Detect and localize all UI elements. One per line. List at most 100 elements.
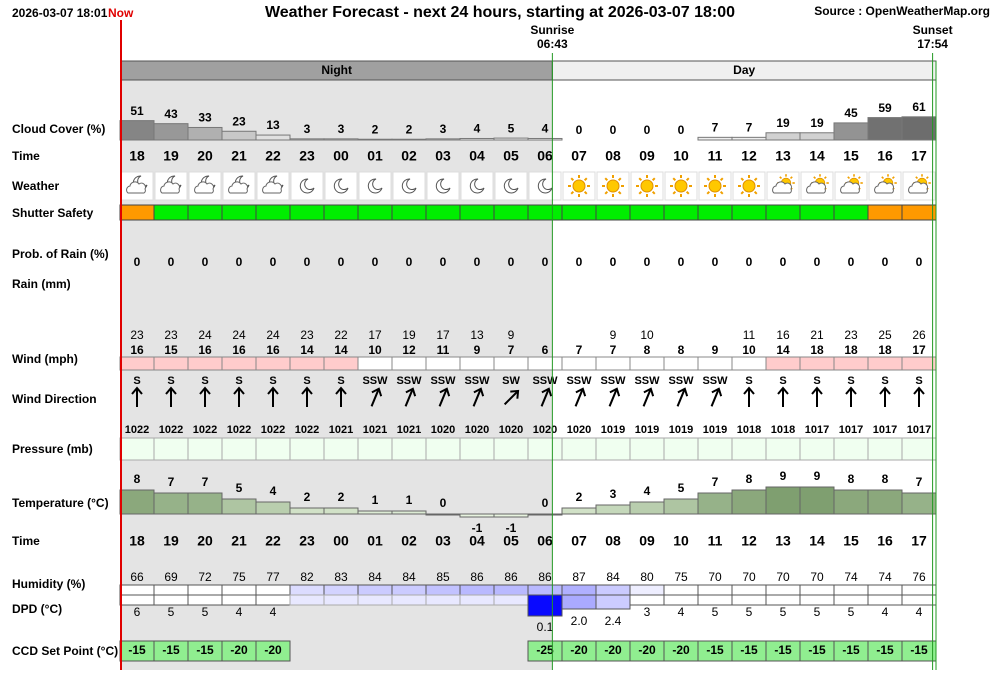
pressure-cell xyxy=(187,437,223,461)
weather-icon xyxy=(704,175,726,197)
dpd-cell xyxy=(799,594,835,606)
wind-arrow xyxy=(642,387,655,407)
cloud-value: 7 xyxy=(712,121,719,135)
sun-ray xyxy=(719,190,724,195)
wind-speed: 9 xyxy=(474,343,481,357)
wind-cell xyxy=(425,356,461,371)
shutter-cell xyxy=(187,204,223,221)
temperature-value: 3 xyxy=(610,487,617,501)
hour-label: 07 xyxy=(571,533,587,549)
cloud xyxy=(806,181,826,194)
arrow-head xyxy=(643,387,655,397)
wind-speed: 8 xyxy=(644,343,651,357)
cloud-value: 43 xyxy=(164,107,178,121)
rain-prob-value: 0 xyxy=(882,255,889,269)
arrow-head xyxy=(845,386,857,395)
moon xyxy=(367,178,383,194)
rain-prob-value: 0 xyxy=(542,255,549,269)
sun-ray xyxy=(891,176,895,180)
humidity-value: 84 xyxy=(402,570,416,584)
dpd-value: 4 xyxy=(678,605,685,619)
rain-prob-value: 0 xyxy=(746,255,753,269)
wind-direction: SSW xyxy=(464,375,490,387)
row-label: Wind Direction xyxy=(12,392,97,406)
weather-icon xyxy=(636,175,658,197)
pressure-cell xyxy=(629,437,665,461)
hour-label: 08 xyxy=(605,533,621,549)
weather-icon xyxy=(469,178,485,194)
wind-speed: 14 xyxy=(776,343,790,357)
humidity-cell xyxy=(391,584,427,596)
arrow-head xyxy=(575,387,587,397)
night-label: Night xyxy=(321,63,352,77)
wind-direction: SW xyxy=(502,375,520,387)
wind-gust: 11 xyxy=(743,328,756,342)
now-label: Now xyxy=(108,6,134,20)
dpd-cell xyxy=(595,594,631,610)
wind-speed: 10 xyxy=(368,343,382,357)
wind-gust: 24 xyxy=(198,328,212,342)
hour-label: 16 xyxy=(877,533,893,549)
row-label: Cloud Cover (%) xyxy=(12,122,105,136)
arrow-head xyxy=(777,386,789,395)
wind-gust: 23 xyxy=(164,328,178,342)
arrow-head xyxy=(913,386,925,395)
wind-gust: 10 xyxy=(640,328,654,342)
temperature-value: 4 xyxy=(270,484,277,498)
sunset-label: Sunset xyxy=(913,23,953,37)
pressure-cell xyxy=(867,437,903,461)
dpd-cell xyxy=(901,594,937,606)
sun-ray xyxy=(719,177,724,182)
cloud-value: 0 xyxy=(644,123,651,137)
wind-speed: 16 xyxy=(266,343,280,357)
wind-cell xyxy=(187,356,223,371)
arrow-head xyxy=(609,387,621,397)
wind-gust: 13 xyxy=(470,328,484,342)
wind-direction: S xyxy=(269,375,276,387)
humidity-cell xyxy=(255,584,291,596)
sun-ray xyxy=(740,190,745,195)
dpd-value: 5 xyxy=(712,605,719,619)
dpd-cell-empty xyxy=(323,594,359,606)
sun-ray xyxy=(651,177,656,182)
dpd-value: 4 xyxy=(916,605,923,619)
temperature-bar xyxy=(765,486,801,515)
pressure-cell xyxy=(289,437,325,461)
humidity-cell xyxy=(221,584,257,596)
rain-prob-value: 0 xyxy=(644,255,651,269)
moon xyxy=(503,178,519,194)
wind-speed: 7 xyxy=(508,343,515,357)
wind-direction: S xyxy=(303,375,310,387)
humidity-value: 85 xyxy=(436,570,450,584)
sun-ray xyxy=(823,176,827,180)
row-label: Time xyxy=(12,534,40,548)
weather-icon xyxy=(503,178,519,194)
shutter-cell xyxy=(119,204,155,221)
wind-speed: 16 xyxy=(198,343,212,357)
wind-arrow xyxy=(743,386,755,407)
dpd-cell xyxy=(153,594,189,606)
hour-label: 13 xyxy=(775,533,791,549)
wind-gust: 19 xyxy=(402,328,416,342)
hour-label: 06 xyxy=(537,148,553,164)
arrow-head xyxy=(199,386,211,395)
humidity-value: 86 xyxy=(470,570,484,584)
wind-arrow xyxy=(879,386,891,407)
temperature-bar xyxy=(595,504,631,515)
hour-label: 20 xyxy=(197,148,213,164)
cloud xyxy=(874,181,894,194)
humidity-cell xyxy=(731,584,767,596)
ccd-value: -15 xyxy=(196,643,214,657)
sun-ray xyxy=(857,176,861,180)
arrow-head xyxy=(405,387,417,397)
dpd-cell xyxy=(527,594,563,617)
humidity-value: 74 xyxy=(844,570,858,584)
humidity-value: 75 xyxy=(232,570,246,584)
humidity-cell xyxy=(901,584,937,596)
arrow-shaft xyxy=(710,389,720,407)
cloud xyxy=(840,181,860,194)
wind-cell xyxy=(629,356,665,371)
cloud-value: 19 xyxy=(810,116,824,130)
pressure-value: 1019 xyxy=(703,424,727,436)
sun xyxy=(602,175,624,197)
